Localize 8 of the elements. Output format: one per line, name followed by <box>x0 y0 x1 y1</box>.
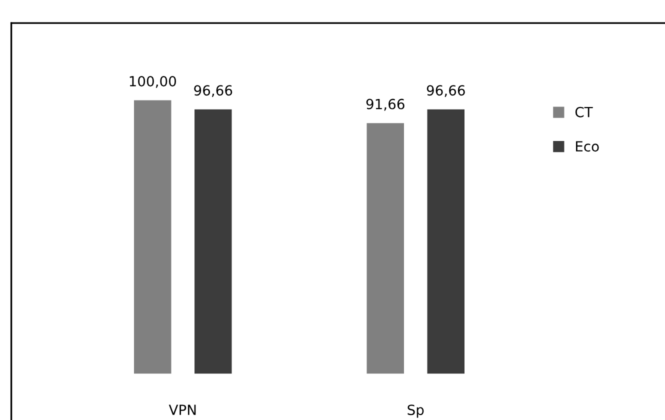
data-label: 96,66 <box>426 85 465 98</box>
legend-label: Eco <box>576 141 599 152</box>
x-tick-label: VPN <box>168 404 196 415</box>
data-label: 91,66 <box>366 98 404 111</box>
data-label: 100,00 <box>130 76 176 88</box>
x-tick-label: Sp <box>408 404 424 418</box>
data-label: 96,66 <box>194 85 232 98</box>
legend-label: CT <box>575 106 593 118</box>
